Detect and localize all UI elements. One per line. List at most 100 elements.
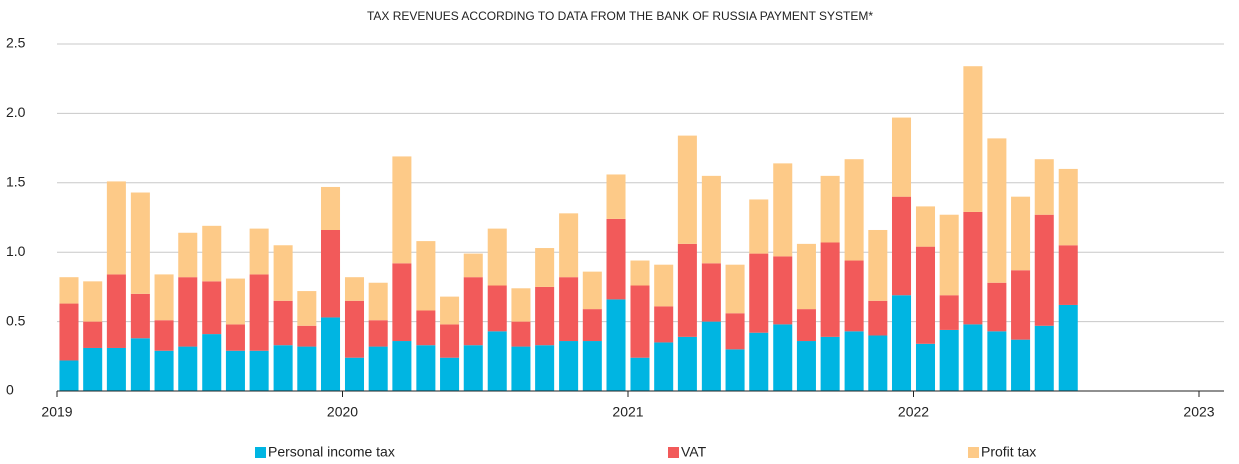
x-tick-label: 2023 — [1183, 404, 1214, 420]
bar-segment — [59, 303, 79, 361]
bar-segment — [344, 357, 365, 391]
bar-segment — [511, 321, 531, 347]
bar-segment — [535, 248, 555, 287]
bar-segment — [511, 346, 531, 391]
y-tick-label: 0.5 — [6, 312, 26, 328]
bar-segment — [297, 291, 317, 326]
bar-segment — [654, 342, 674, 391]
bar-segment — [463, 345, 483, 391]
bar-segment — [773, 324, 793, 391]
legend-label: Personal income tax — [268, 444, 395, 460]
bar-segment — [535, 286, 555, 346]
bar-segment — [83, 347, 103, 391]
bar-segment — [273, 245, 293, 301]
bar-segment — [987, 331, 1007, 391]
bar-segment — [368, 320, 388, 347]
bar-segment — [654, 264, 674, 307]
y-tick-label: 0 — [6, 382, 14, 398]
bar-segment — [773, 256, 793, 325]
bar-segment — [202, 225, 222, 282]
bar-segment — [487, 285, 507, 332]
bar-segment — [677, 135, 697, 244]
bar-segment — [915, 246, 936, 344]
y-tick-label: 2.5 — [6, 35, 26, 51]
bar-segment — [868, 300, 888, 336]
bar-segment — [273, 300, 293, 346]
bar-segment — [59, 277, 79, 304]
bar-segment — [130, 192, 150, 294]
bar-segment — [1058, 304, 1078, 391]
y-tick-label: 1.0 — [6, 243, 26, 259]
bar-segment — [1011, 339, 1031, 391]
bar-segment — [796, 341, 816, 391]
bar-segment — [939, 214, 959, 296]
bar-segment — [344, 277, 365, 301]
bar-segment — [344, 300, 365, 358]
bar-segment — [249, 274, 269, 351]
bar-segment — [630, 285, 650, 358]
bar-segment — [178, 277, 198, 347]
bar-segment — [701, 263, 721, 322]
bar-segment — [963, 211, 983, 325]
legend-label: Profit tax — [981, 444, 1036, 460]
legend-swatch — [968, 447, 979, 458]
bar-segment — [225, 278, 245, 325]
bar-segment — [130, 293, 150, 339]
bar-segment — [225, 350, 245, 391]
bar-segment — [297, 346, 317, 391]
bar-segment — [320, 186, 341, 230]
bar-segment — [987, 282, 1007, 332]
bar-segment — [535, 345, 555, 391]
bar-segment — [844, 331, 864, 391]
y-tick-label: 2.0 — [6, 104, 26, 120]
bar-segment — [939, 329, 959, 391]
bar-segment — [511, 288, 531, 322]
bar-segment — [582, 341, 602, 391]
bar-segment — [915, 206, 936, 247]
bar-segment — [844, 260, 864, 332]
bar-segment — [440, 324, 460, 358]
bar-segment — [820, 242, 840, 337]
bar-segment — [440, 357, 460, 391]
bar-segment — [463, 277, 483, 346]
bar-segment — [154, 274, 174, 321]
chart-title: TAX REVENUES ACCORDING TO DATA FROM THE … — [367, 9, 873, 23]
bar-segment — [630, 357, 650, 391]
bar-segment — [749, 199, 769, 254]
bar-segment — [749, 253, 769, 333]
bar-segment — [630, 260, 650, 286]
bar-segment — [416, 241, 436, 311]
y-tick-label: 1.5 — [6, 174, 26, 190]
bar-segment — [273, 345, 293, 391]
bar-segment — [963, 66, 983, 212]
bar-segment — [868, 229, 888, 301]
bar-segment — [83, 321, 103, 348]
bar-segment — [1058, 245, 1078, 305]
bar-segment — [106, 347, 126, 391]
bar-segment — [939, 295, 959, 330]
bar-segment — [891, 295, 912, 391]
bar-segment — [1034, 159, 1054, 215]
bar-segment — [725, 313, 745, 350]
bar-segment — [987, 138, 1007, 283]
x-tick-label: 2020 — [327, 404, 358, 420]
legend-swatch — [668, 447, 679, 458]
x-tick-label: 2019 — [41, 404, 72, 420]
bar-segment — [392, 341, 412, 391]
bar-segment — [796, 309, 816, 342]
bar-segment — [582, 271, 602, 310]
bar-segment — [559, 341, 579, 391]
bar-segment — [915, 343, 936, 391]
x-tick-label: 2021 — [612, 404, 643, 420]
bar-segment — [796, 243, 816, 310]
bar-segment — [440, 296, 460, 325]
bar-segment — [178, 232, 198, 278]
bar-segment — [154, 350, 174, 391]
bar-segment — [559, 277, 579, 342]
bar-segment — [416, 345, 436, 391]
bar-segment — [1058, 168, 1078, 246]
bar-segment — [225, 324, 245, 351]
bar-segment — [249, 228, 269, 275]
bar-segment — [701, 175, 721, 264]
bar-segment — [463, 253, 483, 278]
